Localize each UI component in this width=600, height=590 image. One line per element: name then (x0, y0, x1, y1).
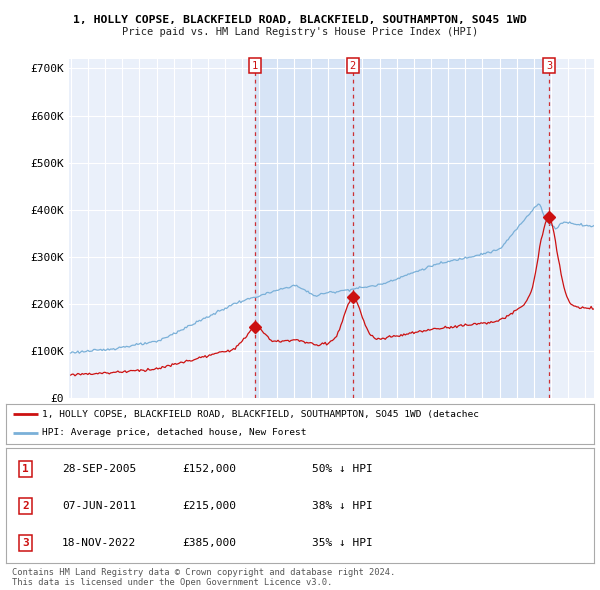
Text: 3: 3 (22, 537, 29, 548)
Text: 18-NOV-2022: 18-NOV-2022 (62, 537, 136, 548)
Text: £385,000: £385,000 (182, 537, 236, 548)
Text: 35% ↓ HPI: 35% ↓ HPI (312, 537, 373, 548)
Text: 50% ↓ HPI: 50% ↓ HPI (312, 464, 373, 474)
Text: 38% ↓ HPI: 38% ↓ HPI (312, 501, 373, 511)
Text: 1, HOLLY COPSE, BLACKFIELD ROAD, BLACKFIELD, SOUTHAMPTON, SO45 1WD (detachec: 1, HOLLY COPSE, BLACKFIELD ROAD, BLACKFI… (43, 410, 479, 419)
Text: 1: 1 (22, 464, 29, 474)
Text: 2: 2 (350, 61, 356, 71)
Text: HPI: Average price, detached house, New Forest: HPI: Average price, detached house, New … (43, 428, 307, 437)
Text: £215,000: £215,000 (182, 501, 236, 511)
Text: 28-SEP-2005: 28-SEP-2005 (62, 464, 136, 474)
Text: Price paid vs. HM Land Registry's House Price Index (HPI): Price paid vs. HM Land Registry's House … (122, 27, 478, 37)
Text: Contains HM Land Registry data © Crown copyright and database right 2024.
This d: Contains HM Land Registry data © Crown c… (12, 568, 395, 587)
Bar (255, 59, 353, 398)
Text: 07-JUN-2011: 07-JUN-2011 (62, 501, 136, 511)
Text: 3: 3 (546, 61, 552, 71)
Text: 1, HOLLY COPSE, BLACKFIELD ROAD, BLACKFIELD, SOUTHAMPTON, SO45 1WD: 1, HOLLY COPSE, BLACKFIELD ROAD, BLACKFI… (73, 15, 527, 25)
Text: £152,000: £152,000 (182, 464, 236, 474)
Text: 1: 1 (252, 61, 258, 71)
Text: 2: 2 (22, 501, 29, 511)
Bar (353, 59, 549, 398)
